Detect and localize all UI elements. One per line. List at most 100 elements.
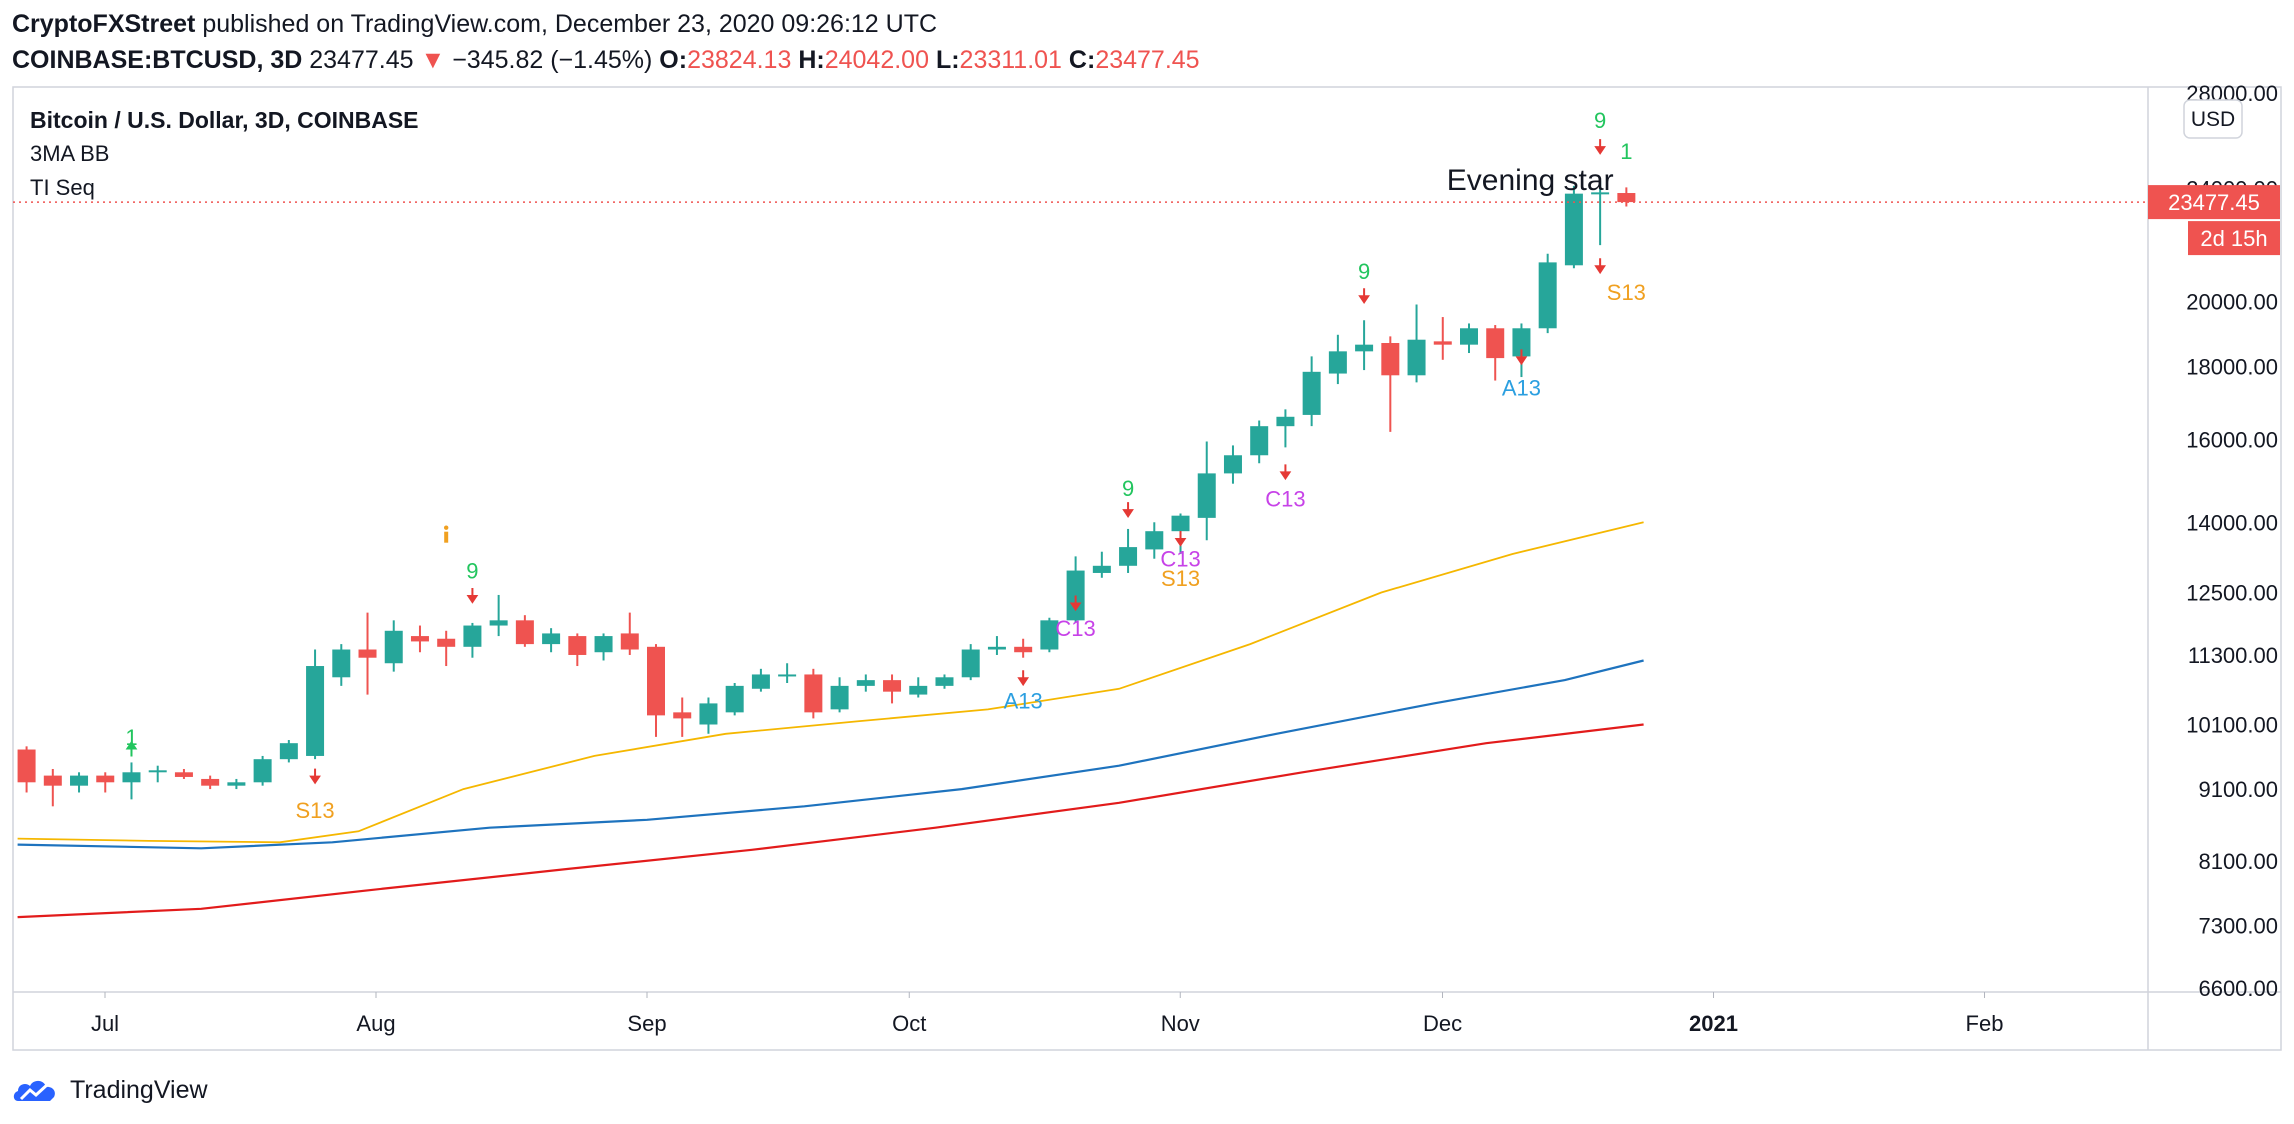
- open-value: 23824.13: [687, 46, 792, 74]
- seq-arrow-down-icon: [1358, 288, 1370, 305]
- candle-up: [856, 680, 875, 686]
- open-label: O:: [659, 46, 688, 74]
- candle-up: [384, 630, 403, 664]
- candle-up: [122, 772, 141, 783]
- candle-up: [1564, 193, 1583, 266]
- legend-indicator-ma[interactable]: 3MA BB: [30, 141, 109, 166]
- candle-up: [253, 759, 272, 783]
- x-tick-label: 2021: [1689, 1011, 1738, 1036]
- change-value: −345.82 (−1.45%): [452, 46, 653, 74]
- x-tick-label: Aug: [356, 1011, 395, 1036]
- seq-arrow-down-icon: [1594, 139, 1606, 155]
- candle-up: [987, 646, 1006, 650]
- close-label: C:: [1068, 46, 1096, 74]
- price-badge-label: 23477.45: [2168, 190, 2260, 215]
- y-tick-label: 10100.00: [2186, 713, 2278, 738]
- x-tick-label: Sep: [627, 1011, 666, 1036]
- y-tick-label: 16000.00: [2186, 428, 2278, 453]
- x-tick-label: Dec: [1423, 1011, 1462, 1036]
- candle-up: [1092, 565, 1111, 573]
- seq-label: C13: [1160, 547, 1200, 572]
- candle-down: [1014, 646, 1033, 653]
- candle-up: [1591, 192, 1610, 195]
- candle-up: [830, 685, 849, 710]
- y-tick-label: 6600.00: [2198, 976, 2278, 1001]
- time-axis[interactable]: Jul Aug Sep Oct Nov Dec 2021 Feb: [91, 992, 2004, 1036]
- high-value: 24042.00: [824, 46, 929, 74]
- seq-arrow-up-icon: [125, 740, 138, 757]
- candle-down: [1381, 343, 1400, 376]
- candle-up: [935, 677, 954, 686]
- candle-up: [227, 782, 246, 786]
- seq-arrow-down-icon: [1122, 502, 1134, 518]
- published-text: published on TradingView.com, December 2…: [202, 10, 938, 38]
- candle-down: [515, 620, 534, 645]
- legend-indicator-seq[interactable]: TI Seq: [30, 175, 95, 200]
- candle-up: [1355, 344, 1374, 352]
- seq-arrow-down-icon: [1279, 464, 1292, 481]
- countdown-badge: [2188, 221, 2280, 256]
- seq-arrow-down-icon: [1017, 670, 1030, 687]
- candle-up: [1276, 416, 1295, 427]
- candle-up: [489, 620, 508, 626]
- candle-up: [306, 666, 325, 756]
- y-tick-label: 8100.00: [2198, 849, 2278, 874]
- legend-title: Bitcoin / U.S. Dollar, 3D, COINBASE: [30, 107, 419, 133]
- candle-up: [1250, 426, 1269, 456]
- candle-up: [1171, 515, 1190, 532]
- seq-arrow-down-icon: [1174, 530, 1187, 547]
- high-label: H:: [798, 46, 825, 74]
- candle-up: [1145, 531, 1164, 550]
- candle-up: [279, 743, 298, 760]
- publish-line: CryptoFXStreet published on TradingView.…: [12, 6, 2282, 42]
- candle-up: [463, 625, 482, 647]
- candle-down: [410, 636, 429, 642]
- seq-arrow-down-icon: [1069, 595, 1082, 612]
- ma-line: [17, 659, 1644, 850]
- price-axis[interactable]: 6600.00 7300.00 8100.00 9100.00 10100.00 1130…: [2186, 81, 2278, 1001]
- y-tick-label: 11300.00: [2188, 643, 2278, 668]
- seq-label: A13: [1502, 376, 1541, 401]
- y-tick-label: 14000.00: [2186, 510, 2278, 535]
- candle-down: [1486, 328, 1505, 359]
- seq-label: S13: [1161, 566, 1200, 591]
- low-label: L:: [935, 46, 960, 74]
- ohlc-line: COINBASE:BTCUSD, 3D 23477.45 ▼ −345.82 (…: [12, 42, 2282, 78]
- candle-up: [1040, 620, 1059, 650]
- candle-up: [778, 674, 797, 677]
- symbol-label: COINBASE:BTCUSD, 3D: [12, 46, 303, 74]
- candle-up: [1197, 473, 1216, 518]
- x-tick-label: Feb: [1966, 1011, 2004, 1036]
- seq-label: 9: [1358, 259, 1370, 284]
- moving-averages: [17, 521, 1644, 919]
- candle-down: [17, 749, 36, 783]
- candle-up: [1119, 547, 1138, 566]
- tradingview-logo[interactable]: TradingView: [12, 1072, 208, 1108]
- tradingview-brand: TradingView: [70, 1075, 208, 1104]
- candle-down: [647, 646, 665, 716]
- low-value: 23311.01: [959, 46, 1062, 74]
- close-value: 23477.45: [1095, 46, 1200, 74]
- seq-info-icon-dot: [443, 525, 449, 530]
- candle-down: [673, 712, 692, 719]
- candle-up: [1302, 371, 1321, 415]
- candle-up: [332, 649, 351, 678]
- candle-up: [1066, 570, 1085, 621]
- evening-star-annotation: Evening star: [1447, 164, 1614, 197]
- candle-up: [542, 633, 561, 645]
- seq-label: 9: [1594, 108, 1606, 133]
- candle-down: [96, 775, 115, 783]
- tradingview-cloud-icon: [13, 1080, 55, 1101]
- change-down-icon: ▼: [420, 46, 446, 74]
- candle-down: [804, 674, 823, 713]
- currency-badge-label: USD: [2191, 108, 2235, 131]
- chart-header: CryptoFXStreet published on TradingView.…: [12, 6, 2282, 78]
- author-name[interactable]: CryptoFXStreet: [12, 10, 196, 38]
- candle-down: [620, 633, 639, 650]
- x-tick-label: Oct: [892, 1011, 926, 1036]
- chart-frame: [12, 86, 2282, 1051]
- currency-badge[interactable]: [2183, 99, 2243, 139]
- seq-label: S13: [1607, 280, 1646, 305]
- candle-up: [1538, 262, 1557, 329]
